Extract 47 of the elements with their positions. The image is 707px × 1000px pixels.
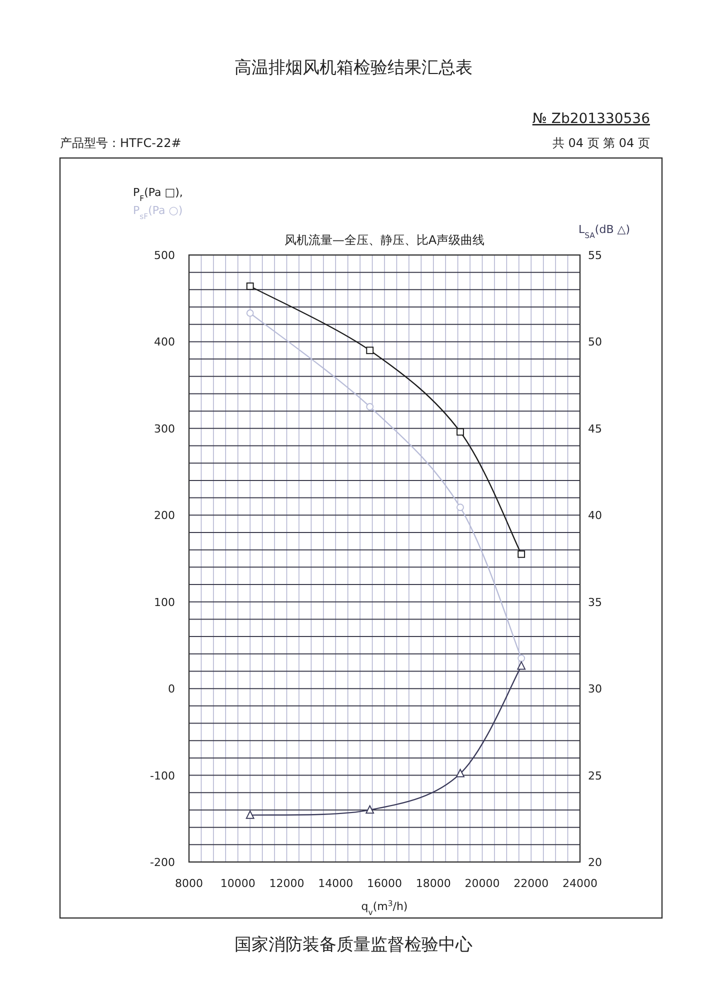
x-tick-label: 18000	[416, 877, 451, 890]
x-tick-label: 14000	[318, 877, 354, 890]
point	[518, 550, 526, 558]
y2-tick-label: 50	[588, 336, 602, 349]
y2-tick-label: 30	[588, 682, 602, 696]
point	[366, 805, 374, 814]
y-tick-label: 100	[154, 596, 175, 609]
point	[456, 768, 464, 778]
point	[246, 810, 254, 819]
text: L$_{SA}$(dB △)	[578, 223, 630, 240]
y2-tick-label: 35	[588, 596, 602, 609]
point	[456, 428, 464, 436]
y-tick-label: -100	[150, 769, 175, 782]
y2-tick-label: 55	[588, 249, 602, 262]
text: № Zb201330536	[532, 111, 650, 127]
text: P$_{F}$(Pa □),	[133, 186, 183, 202]
point	[456, 504, 464, 512]
text: P$_{sF}$(Pa ○)	[133, 204, 183, 220]
point	[246, 282, 254, 290]
y2-tick-label: 45	[588, 422, 602, 436]
text: 产品型号：HTFC-22#	[60, 136, 182, 150]
text: 共 04 页 第 04 页	[552, 136, 650, 150]
y-tick-label: 500	[154, 249, 175, 262]
y2-tick-label: 25	[588, 769, 602, 782]
chart-title: 高温排烟风机箱检验结果汇总表	[234, 58, 472, 78]
y-tick-label: -200	[150, 856, 175, 869]
text: 国家消防装备质量监督检验中心	[234, 935, 472, 955]
y2-tick-label: 20	[588, 856, 602, 869]
x-tick-label: 10000	[220, 877, 256, 890]
y-tick-label: 0	[168, 682, 175, 696]
x-tick-label: 8000	[175, 877, 203, 890]
x-tick-label: 24000	[562, 877, 598, 890]
x-tick-label: 16000	[367, 877, 402, 890]
x-tick-label: 20000	[464, 877, 500, 890]
y-tick-label: 300	[154, 422, 175, 436]
x-tick-label: 12000	[269, 877, 304, 890]
y-tick-label: 400	[154, 336, 175, 349]
point	[366, 346, 374, 354]
x-tick-label: 22000	[514, 877, 549, 890]
point	[366, 403, 374, 410]
chart-subtitle: 风机流量—全压、静压、比A声级曲线	[284, 233, 485, 247]
y-tick-label: 200	[154, 509, 175, 522]
x-axis-title: q$_{v}$(m$^{3}$/h)	[361, 898, 408, 916]
point	[517, 661, 526, 670]
point	[518, 654, 526, 662]
point	[246, 309, 254, 317]
y2-tick-label: 40	[588, 509, 602, 522]
